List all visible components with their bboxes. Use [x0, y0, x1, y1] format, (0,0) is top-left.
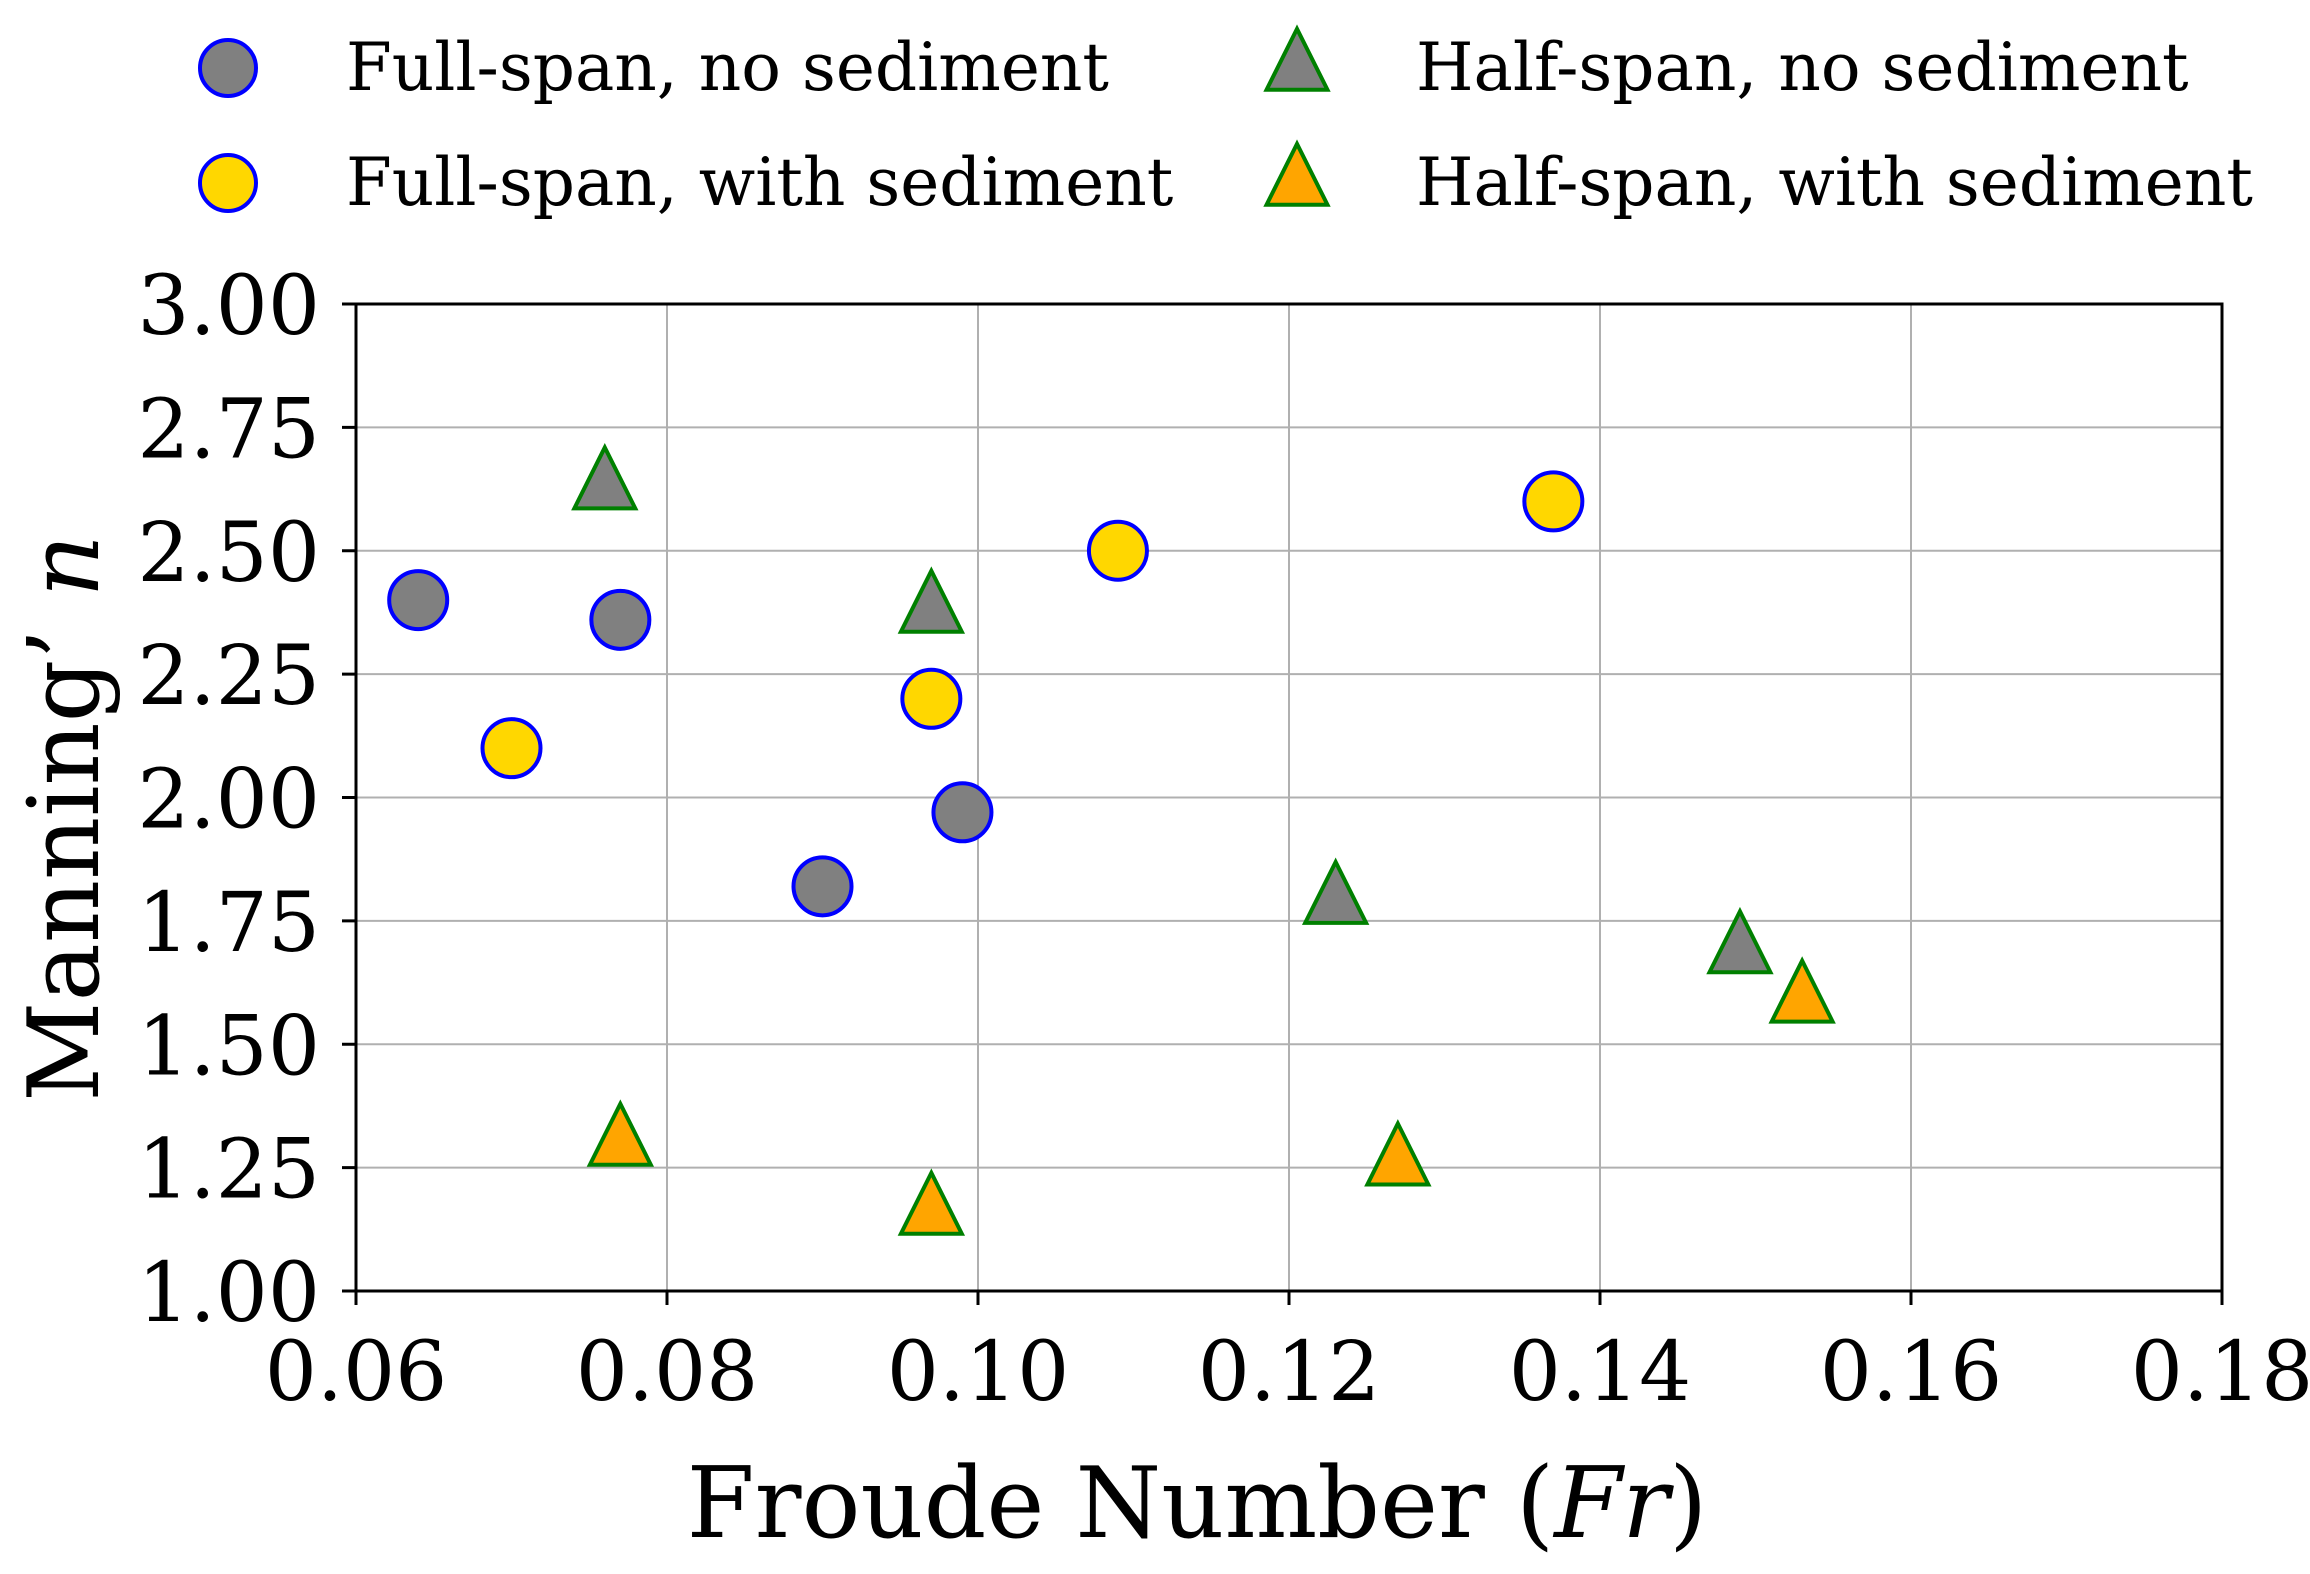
y-tick-label: 3.00 [137, 259, 320, 354]
y-axis-label: Manning’ n [8, 534, 122, 1102]
triangle-point [897, 566, 966, 634]
legend-label: Half-span, no sediment [1416, 29, 2189, 106]
circle-point [1522, 470, 1585, 533]
legend-label: Full-span, no sediment [346, 29, 1109, 106]
x-tick-label: 0.06 [265, 1325, 448, 1420]
y-tick-label: 1.50 [137, 999, 320, 1094]
y-tick-label: 1.25 [137, 1123, 320, 1218]
circle-point [931, 781, 994, 844]
triangle-point [897, 1168, 966, 1236]
triangle-point [571, 442, 639, 511]
y-tick-label: 2.50 [137, 506, 320, 601]
y-tick-label: 2.25 [137, 629, 320, 724]
circle-point [589, 588, 652, 651]
circle-point [1086, 519, 1149, 582]
triangle-point [1768, 956, 1836, 1024]
legend-item: Full-span, no sediment [198, 29, 1109, 106]
legend-triangle-marker [1263, 139, 1331, 207]
x-tick-label: 0.16 [1820, 1325, 2003, 1420]
circle-point [387, 569, 450, 632]
legend-label: Full-span, with sediment [346, 144, 1173, 221]
x-tick-label: 0.10 [887, 1325, 1070, 1420]
triangle-point [586, 1099, 655, 1167]
series-4 [586, 956, 1836, 1236]
legend-item: Half-span, no sediment [1263, 24, 2189, 106]
x-tick-label: 0.08 [576, 1325, 759, 1420]
y-tick-label: 1.00 [137, 1246, 320, 1341]
legend-circle-marker [198, 153, 258, 213]
y-tick-label: 2.75 [137, 382, 320, 477]
data-marks [387, 442, 1836, 1236]
legend-label: Half-span, with sediment [1416, 144, 2253, 221]
x-axis-label: Froude Number (Fr) [687, 1447, 1708, 1561]
axes: 0.06 0.08 0.10 0.12 0.14 0.16 0.18 1.00 1.25 1.50… [137, 259, 2310, 1420]
legend-item: Half-span, with sediment [1263, 139, 2253, 221]
circle-point [791, 855, 854, 918]
legend-circle-marker [198, 38, 258, 98]
x-tick-label: 0.14 [1509, 1325, 1692, 1420]
legend: Full-span, no sediment Full-span, with se… [198, 24, 2253, 221]
x-tick-label: 0.18 [2131, 1325, 2310, 1420]
circle-point [900, 667, 963, 730]
y-tick-label: 2.00 [137, 753, 320, 848]
series-3 [571, 442, 1774, 975]
x-tick-label: 0.12 [1198, 1325, 1381, 1420]
triangle-point [1364, 1119, 1432, 1187]
series-2 [480, 470, 1585, 780]
series-1 [387, 569, 994, 918]
y-tick-label: 1.75 [137, 876, 320, 971]
triangle-point [1706, 906, 1774, 975]
circle-point [480, 717, 543, 780]
triangle-point [1301, 857, 1370, 925]
legend-item: Full-span, with sediment [198, 144, 1173, 221]
legend-triangle-marker [1263, 24, 1331, 92]
